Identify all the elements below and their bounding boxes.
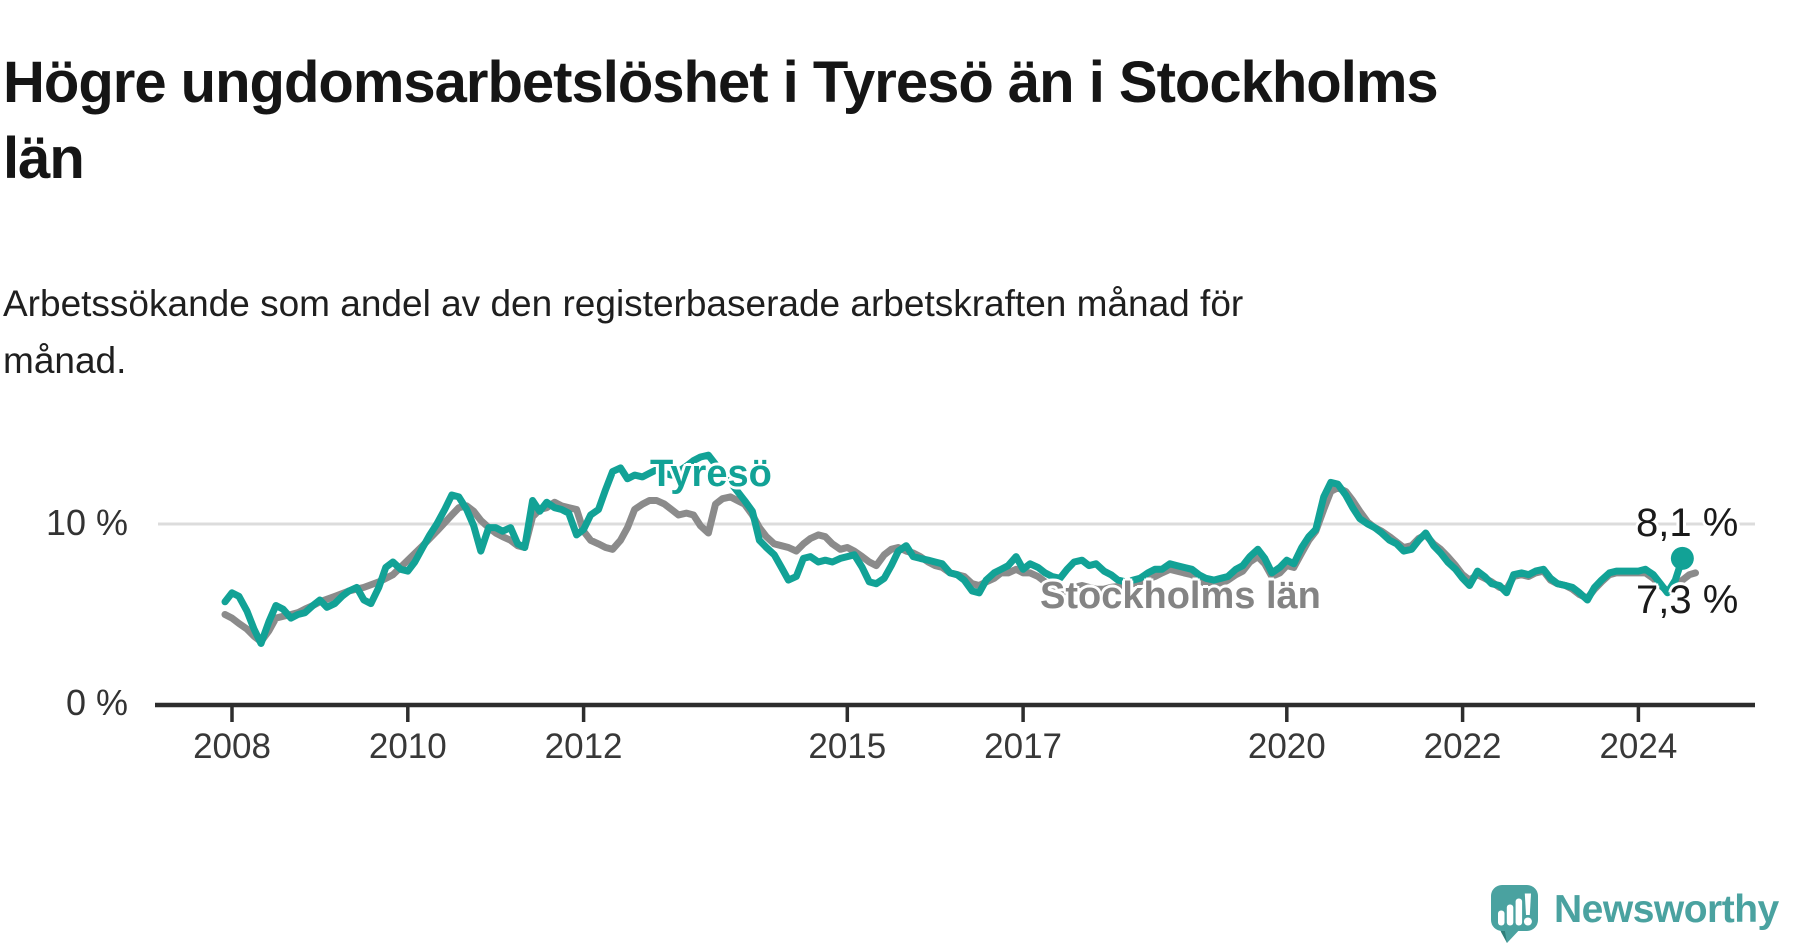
newsworthy-logo-icon — [1491, 885, 1538, 943]
newsworthy-brand-name: Newsworthy — [1554, 888, 1779, 931]
y-axis-label-0: 0 % — [65, 682, 128, 723]
x-axis-label-2024: 2024 — [1599, 727, 1678, 766]
title-line-2: län — [3, 125, 85, 191]
end-value-label-stockholms-lan: 7,3 % — [1636, 578, 1739, 622]
y-axis-label-10: 10 % — [45, 502, 128, 543]
x-axis-label-2022: 2022 — [1423, 727, 1502, 766]
title-line-1: Högre ungdomsarbetslöshet i Tyresö än i … — [3, 49, 1439, 115]
x-axis-label-2020: 2020 — [1247, 727, 1326, 766]
newsworthy-brand: Newsworthy — [1490, 884, 1800, 946]
series-label-tyreso: Tyresö — [650, 453, 772, 495]
page-title: Högre ungdomsarbetslöshet i Tyresö än i … — [3, 45, 1783, 197]
subtitle: Arbetssökande som andel av den registerb… — [3, 275, 1473, 389]
x-axis-label-2010: 2010 — [368, 727, 447, 766]
series-label-stockholms-lan: Stockholms län — [1040, 575, 1321, 617]
x-axis-label-2008: 2008 — [193, 727, 271, 766]
x-axis-label-2015: 2015 — [808, 727, 887, 766]
x-axis-label-2012: 2012 — [544, 727, 623, 766]
subtitle-line-2: månad. — [3, 340, 127, 381]
line-tyres- — [221, 451, 1686, 647]
x-axis-label-2017: 2017 — [984, 727, 1063, 766]
end-dot-tyresö — [1670, 546, 1694, 570]
subtitle-line-1: Arbetssökande som andel av den registerb… — [3, 283, 1244, 324]
end-value-label-tyreso: 8,1 % — [1636, 501, 1739, 545]
